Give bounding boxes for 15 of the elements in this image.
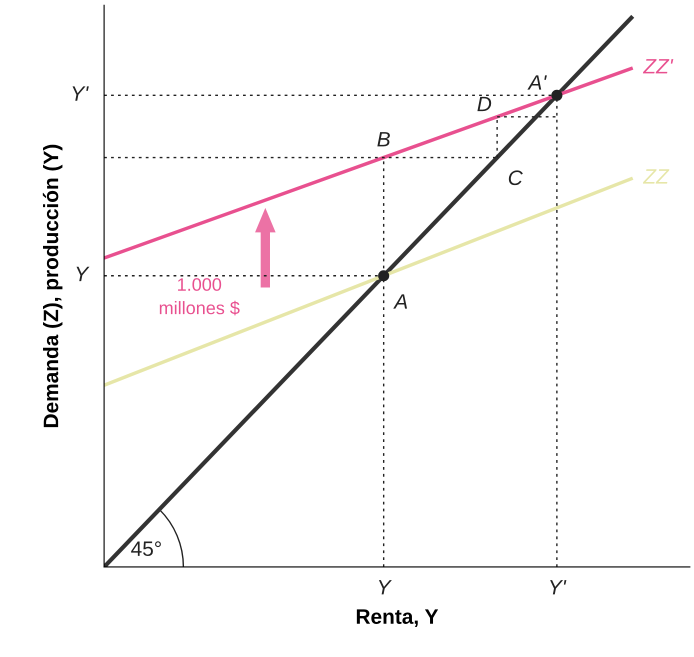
text: Y' xyxy=(550,580,566,594)
annotation: 1.000 millones $ xyxy=(160,278,240,316)
annotation: D xyxy=(477,96,492,112)
text: Y xyxy=(378,580,392,594)
series-label: ZZ xyxy=(642,169,670,184)
annotation: Y xyxy=(76,266,90,282)
annotation: 45° xyxy=(131,541,161,556)
y-axis-title: Demanda (Z), producción (Y) xyxy=(42,144,62,428)
x-axis-title: Renta, Y xyxy=(356,609,438,627)
series-label: ZZ' xyxy=(642,59,674,74)
annotation: Y' xyxy=(72,86,89,101)
annotation: C xyxy=(508,170,523,186)
annotation: B xyxy=(377,132,390,146)
annotation: A' xyxy=(527,75,547,90)
annotation: A xyxy=(393,294,408,309)
